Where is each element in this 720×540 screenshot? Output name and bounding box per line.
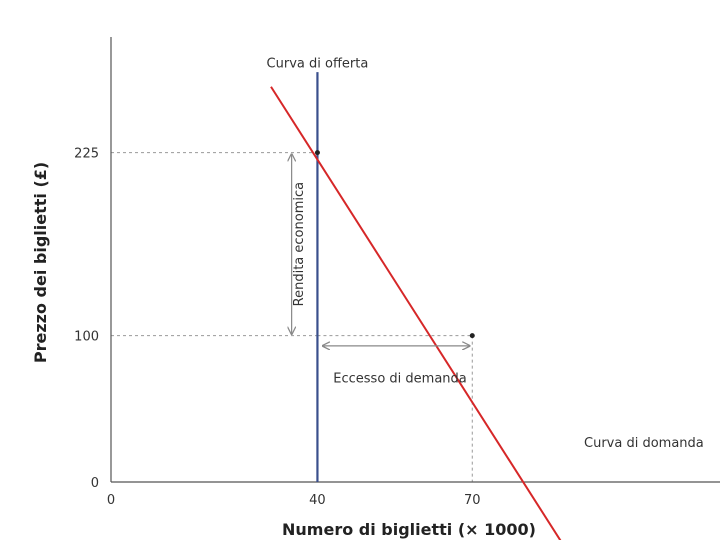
x-tick-label: 0 — [107, 493, 115, 508]
y-tick-labels: 0 100 225 — [74, 147, 99, 491]
x-tick-label: 40 — [309, 493, 326, 508]
y-tick-label: 0 — [91, 476, 99, 491]
intersection-point — [314, 150, 320, 156]
demand-curve-label: Curva di domanda — [584, 436, 704, 451]
y-tick-label: 100 — [74, 330, 99, 345]
demand-curve — [270, 86, 562, 540]
intersection-point — [469, 333, 475, 339]
x-axis-title: Numero di biglietti (× 1000) — [282, 520, 536, 539]
supply-curve-label: Curva di offerta — [267, 57, 369, 72]
economic-rent-label: Rendita economica — [292, 182, 307, 306]
y-tick-label: 225 — [74, 147, 99, 162]
y-axis-title: Prezzo dei biglietti (£) — [31, 162, 50, 363]
x-tick-label: 70 — [464, 493, 481, 508]
excess-demand-label: Eccesso di demanda — [333, 371, 466, 386]
x-tick-labels: 0 40 70 — [107, 493, 481, 508]
intersection-points — [314, 150, 475, 339]
guide-lines — [111, 152, 473, 482]
